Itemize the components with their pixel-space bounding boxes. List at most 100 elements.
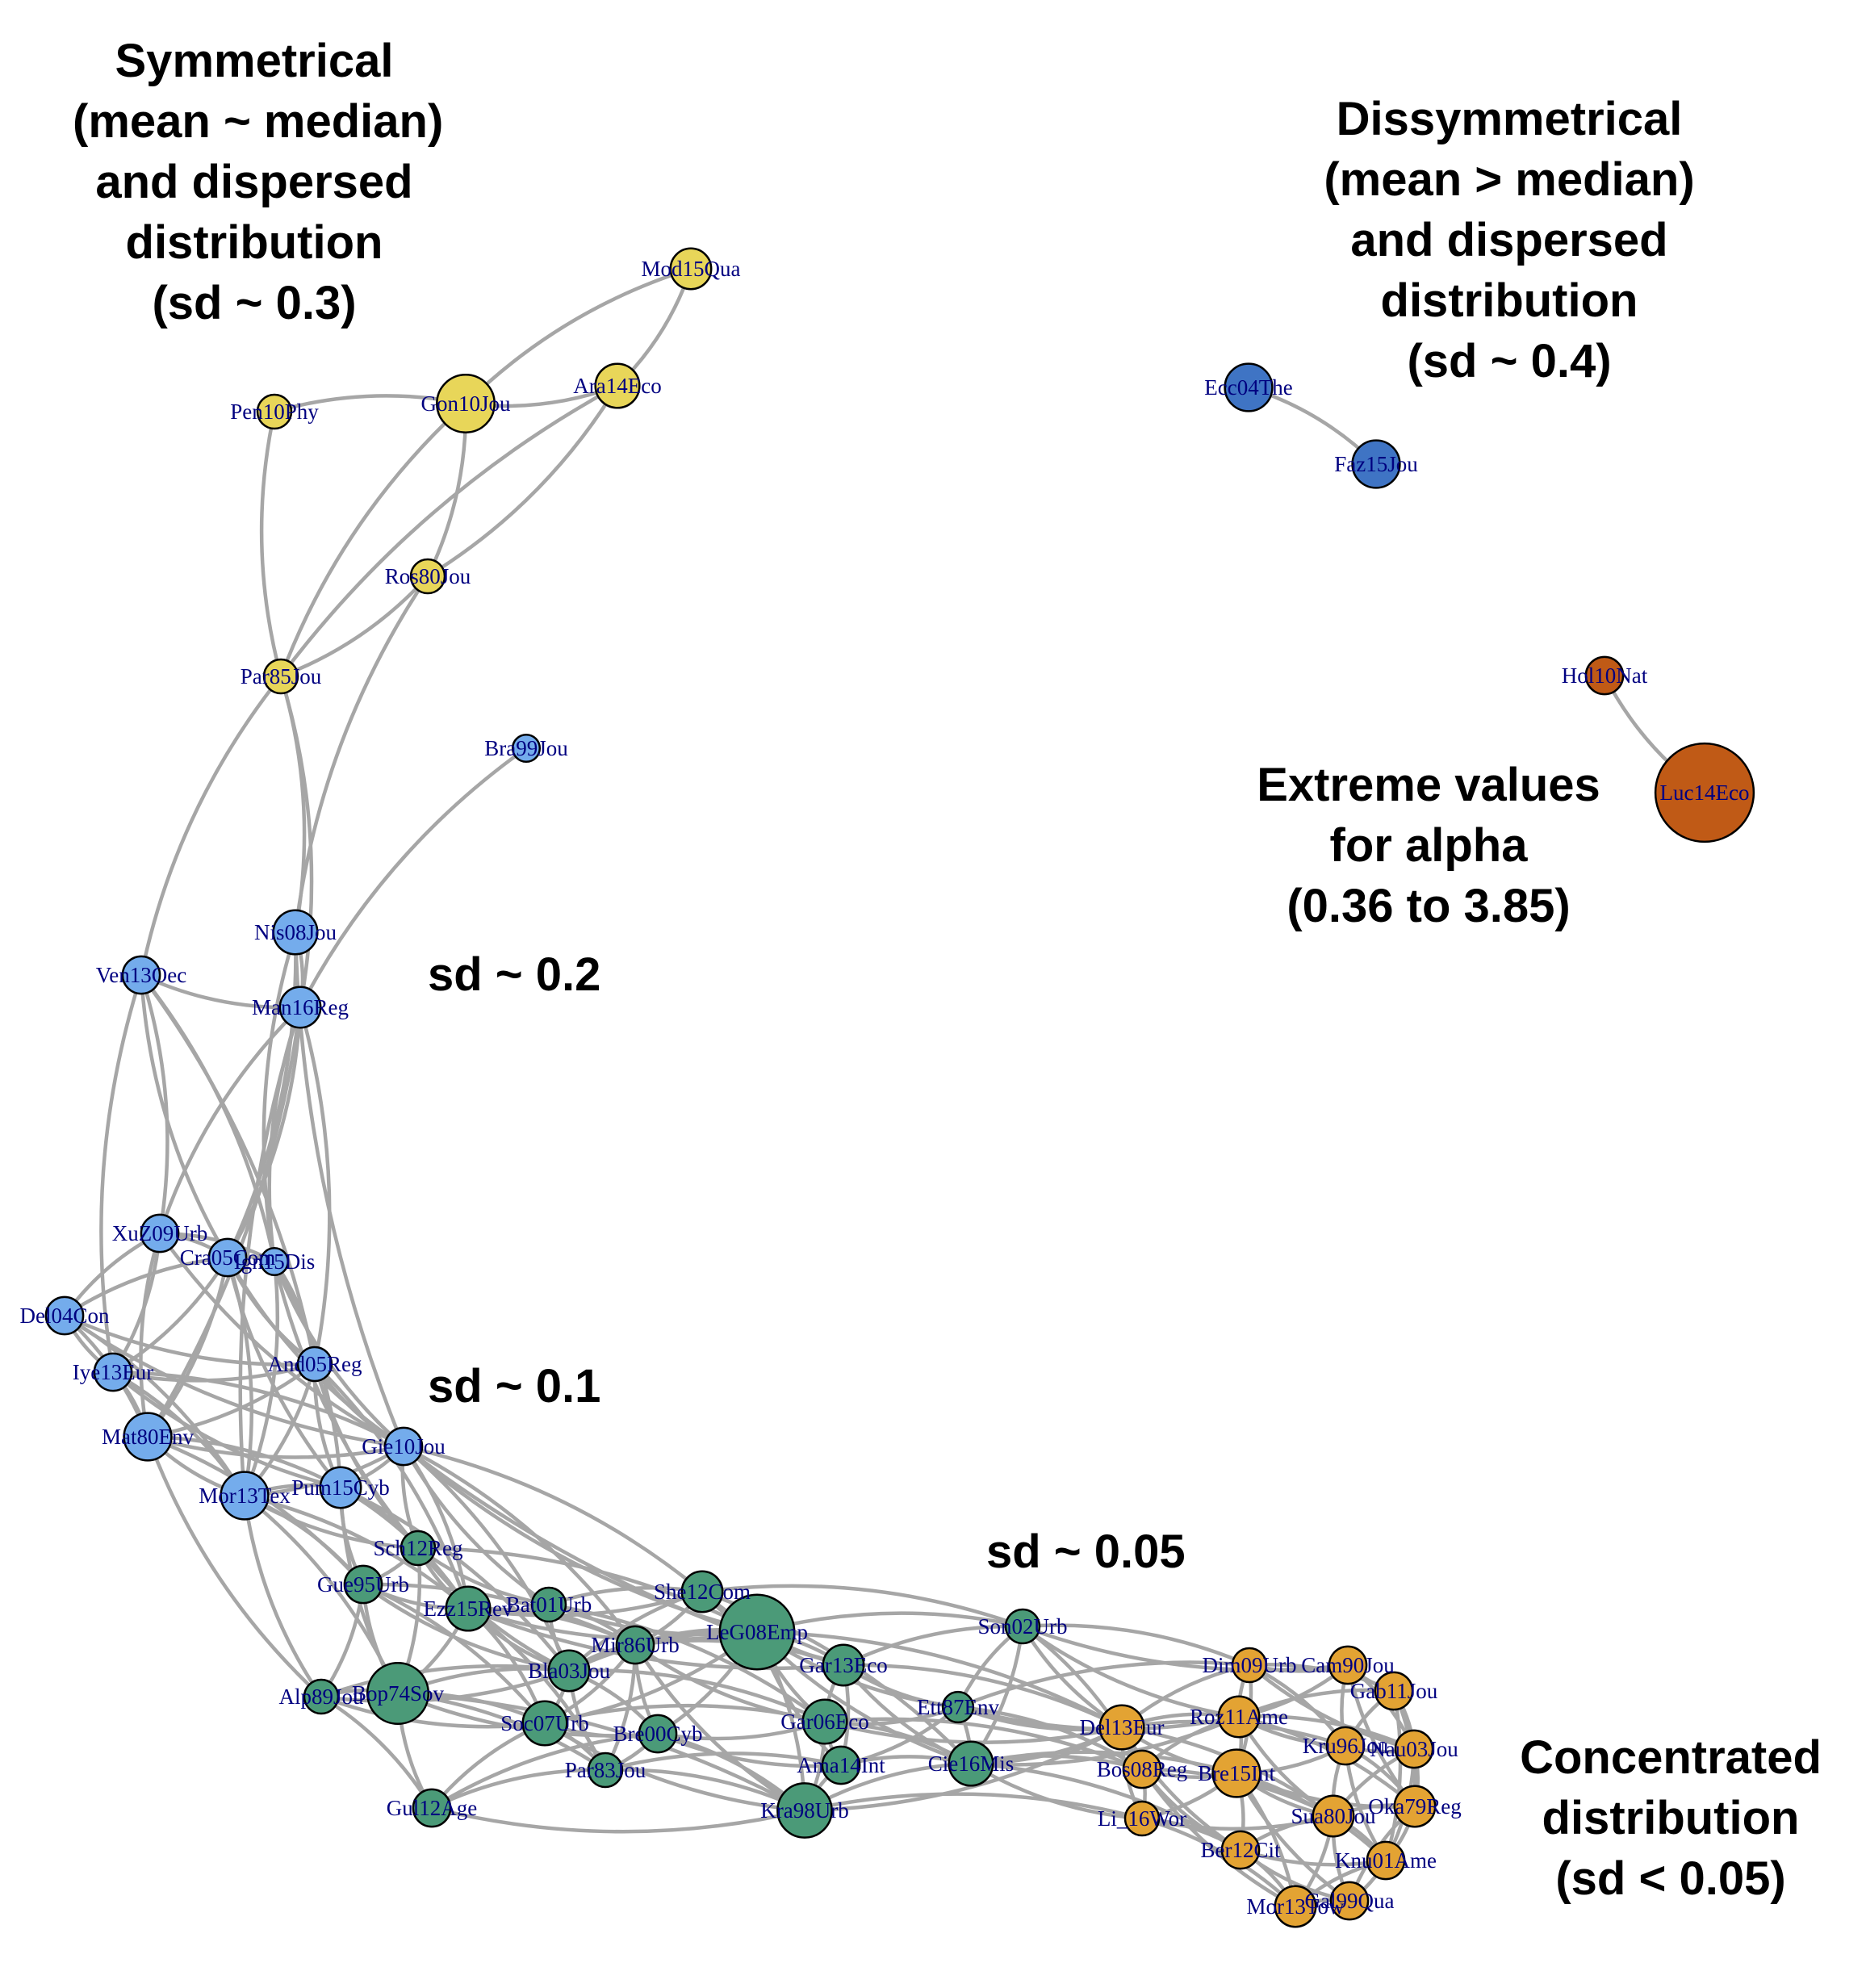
node-Bos08Reg (1122, 1749, 1162, 1789)
edge-Ezz15Rev-Gar13Eco (467, 1606, 844, 1671)
annotation-line: (mean > median) (1324, 153, 1695, 206)
edge-Roz11Ame-Nau03Jou (1238, 1714, 1415, 1752)
node-label: Faz15Jou (1334, 452, 1418, 476)
node-label: Gon10Jou (420, 391, 511, 416)
node-label: Knu01Ame (1335, 1848, 1437, 1873)
edge-Son02Urb-Roz11Ame (1021, 1625, 1240, 1719)
edge-Mat80Env-Pum15Cyb (147, 1434, 342, 1489)
node-label: Bre15Int (1198, 1761, 1275, 1785)
edge-Gul12Age-Bre00Cyb (430, 1731, 659, 1810)
edge-Bla03Jou-Gar06Eco (568, 1668, 826, 1724)
node-label: Kru96Jou (1303, 1734, 1389, 1758)
annotation-line: (sd ~ 0.3) (152, 277, 357, 329)
node-Nau03Jou (1394, 1729, 1434, 1769)
edge-Kra98Urb-Del13Eur (804, 1726, 1123, 1813)
node-Pen10Phy (256, 393, 293, 430)
node-label: Son02Urb (977, 1614, 1067, 1639)
node-Gie10Jou (383, 1426, 424, 1467)
node-label: Par85Jou (241, 664, 322, 688)
edge-Gie10Jou-She12Com (403, 1444, 704, 1593)
edge-Dim09Urb-Nau03Jou (1248, 1664, 1415, 1752)
node-label: Soc07Urb (500, 1711, 589, 1735)
annotation-line: Concentrated (1520, 1731, 1822, 1784)
edge-Gab11Jou-Knu01Ame (1383, 1690, 1403, 1861)
node-Ven13Oec (121, 955, 161, 995)
edge-Bra99Jou-Man16Reg (299, 747, 528, 1009)
edge-Gar13Eco-Son02Urb (843, 1624, 1023, 1668)
edge-Par83Jou-Ama14Int (605, 1752, 842, 1772)
node-Bre15Int (1211, 1748, 1261, 1798)
edge-Bat01Urb-Gar06Eco (548, 1602, 826, 1723)
node-Li_16Wor (1123, 1800, 1161, 1837)
node-Mor13Tex (220, 1471, 270, 1521)
node-label: Roz11Ame (1190, 1705, 1288, 1729)
node-label: LeG08Emp (706, 1620, 808, 1644)
edge-Par85Jou-Man16Reg (278, 676, 314, 1008)
node-label: Li_16Wor (1098, 1806, 1186, 1831)
node-label: Del13Eur (1080, 1715, 1165, 1739)
edge-XuZ09Urb-Gie10Jou (158, 1232, 405, 1448)
node-label: Cam90Jou (1301, 1653, 1395, 1677)
node-label: Ign15Dis (234, 1249, 316, 1274)
edge-Gul12Age-Kra98Urb (431, 1806, 805, 1834)
edge-Sch12Reg-LeG08Emp (417, 1546, 759, 1634)
node-label: Ros80Jou (385, 564, 471, 588)
annotation-line: (mean ~ median) (73, 95, 444, 148)
node-Del04Con (44, 1295, 85, 1336)
node-Hol10Nat (1584, 655, 1625, 696)
node-Gul12Age (412, 1788, 452, 1828)
node-Ign15Dis (259, 1246, 290, 1277)
node-Cra05Com (207, 1237, 248, 1278)
edge-Soc07Urb-Kra98Urb (543, 1722, 805, 1813)
edge-Man16Reg-XuZ09Urb (157, 1006, 302, 1234)
labels-layer: Mod15Qua Ara14Eco Gon10Jou Pen10Phy Ros80Jou… (20, 257, 1750, 1919)
node-label: Mir86Urb (591, 1633, 680, 1657)
node-Soc07Urb (521, 1700, 568, 1747)
node-Gal99Qua (1329, 1881, 1370, 1921)
node-Cie16Mis (948, 1740, 994, 1787)
edge-Mat80Env-Alp89Jou (145, 1436, 323, 1698)
node-label: Mat80Env (102, 1425, 194, 1449)
node-label: Bla03Jou (528, 1659, 611, 1683)
annotation-symmetrical: Symmetrical (mean ~ median) and disperse… (73, 31, 444, 333)
node-label: Ama14Int (797, 1753, 885, 1777)
edge-Ven13Oec-Iye13Eur (99, 974, 144, 1373)
node-label: Man16Reg (252, 995, 349, 1019)
annotation-line: distribution (125, 216, 383, 269)
annotation-extreme-values: Extreme values for alpha (0.36 to 3.85) (1235, 755, 1622, 936)
edge-Ara14Eco-Ros80Jou (426, 384, 619, 578)
edge-She12Com-Son02Urb (701, 1584, 1023, 1629)
edge-Del04Con-Gie10Jou (63, 1314, 404, 1449)
node-Mat80Env (123, 1412, 173, 1462)
node-Nis08Jou (272, 909, 319, 956)
node-label: And05Reg (268, 1352, 362, 1376)
node-Par83Jou (587, 1752, 624, 1789)
node-label: Hol10Nat (1562, 663, 1648, 688)
edge-Son02Urb-Cam90Jou (1022, 1624, 1349, 1672)
node-Del13Eur (1098, 1704, 1145, 1751)
node-label: Sua80Jou (1291, 1804, 1376, 1828)
node-label: Pen10Phy (230, 400, 319, 424)
node-label: Bat01Urb (506, 1592, 592, 1617)
node-Kru96Jou (1325, 1726, 1366, 1766)
node-Gue95Urb (343, 1564, 383, 1605)
edge-Ara14Eco-Par85Jou (279, 384, 619, 678)
node-label: Del04Con (20, 1304, 110, 1328)
node-Oka79Reg (1393, 1785, 1437, 1828)
node-XuZ09Urb (140, 1213, 180, 1253)
edge-Son02Urb-Dim09Urb (1022, 1623, 1250, 1668)
node-label: Par83Jou (565, 1758, 646, 1782)
node-label: Gar06Eco (780, 1710, 868, 1734)
node-Ber12Cit (1220, 1830, 1261, 1870)
node-Mod15Qua (669, 247, 713, 291)
node-Par85Jou (262, 658, 299, 695)
annotation-concentrated: Concentrated distribution (sd < 0.05) (1501, 1727, 1840, 1909)
edge-Gue95Urb-Soc07Urb (362, 1582, 546, 1725)
edge-Man16Reg-And05Reg (298, 1007, 332, 1365)
node-label: Gie10Jou (362, 1434, 446, 1459)
annotation-line: (sd < 0.05) (1555, 1852, 1786, 1905)
edge-Nis08Jou-Cra05Com (225, 931, 298, 1258)
edge-Ven13Oec-XuZ09Urb (139, 974, 169, 1234)
node-label: Nis08Jou (254, 920, 337, 944)
